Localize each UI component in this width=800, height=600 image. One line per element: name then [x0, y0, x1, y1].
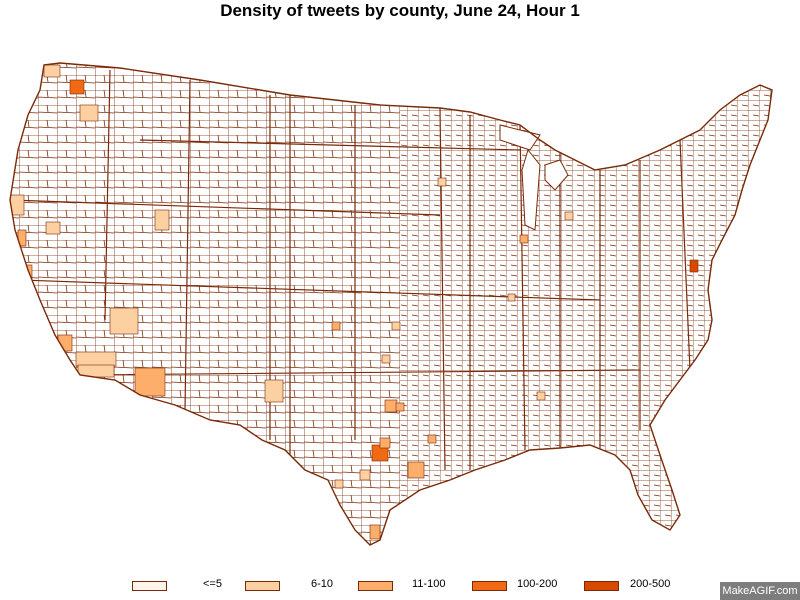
legend-swatch-2 [245, 581, 280, 591]
legend-swatch-1 [132, 581, 167, 591]
legend-swatch-3 [358, 581, 393, 591]
legend-label-3: 11-100 [412, 578, 446, 590]
legend-label-4: 100-200 [517, 578, 558, 590]
watermark-badge: MakeAGIF.com [720, 582, 800, 600]
map-title: Density of tweets by county, June 24, Ho… [220, 1, 580, 20]
legend-label-2: 6-10 [311, 578, 334, 590]
legend-swatch-4 [472, 581, 507, 591]
legend-label-5: 200-500 [630, 578, 671, 590]
legend-label-1: <=5 [203, 578, 222, 590]
legend-swatch-5 [584, 581, 619, 591]
